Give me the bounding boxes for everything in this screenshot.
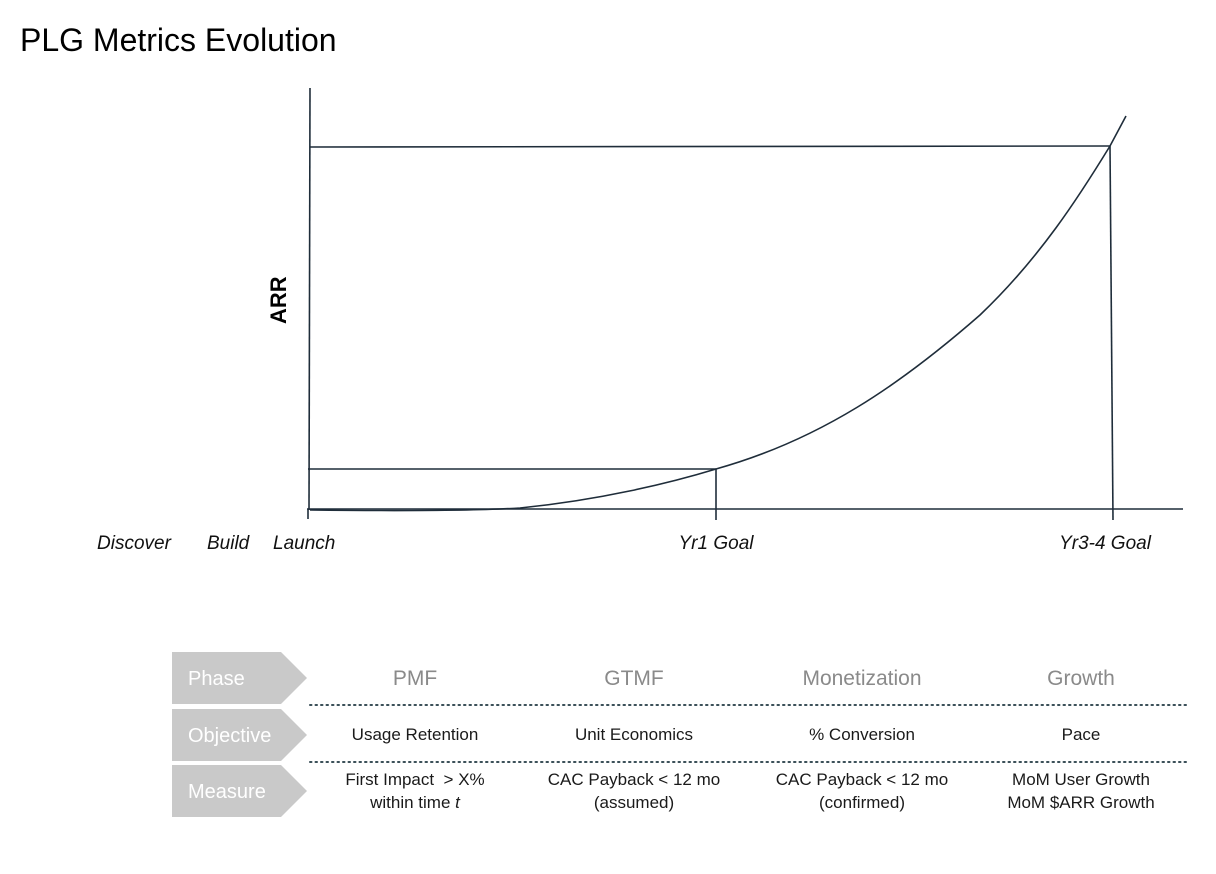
yr3-4-goal-vertical-line bbox=[1109, 145, 1114, 521]
tag-objective bbox=[172, 709, 307, 761]
phase-pmf: PMF bbox=[393, 667, 437, 690]
measure-growth-line2: MoM $ARR Growth bbox=[1007, 793, 1154, 812]
row-label-phase: Phase bbox=[188, 668, 245, 690]
y-axis bbox=[308, 87, 311, 511]
phase-monetization: Monetization bbox=[802, 667, 921, 690]
objective-pmf: Usage Retention bbox=[352, 725, 479, 744]
page-title: PLG Metrics Evolution bbox=[20, 22, 337, 58]
objective-monetization: % Conversion bbox=[809, 725, 915, 744]
yr3-4-goal-horizontal-line bbox=[309, 145, 1111, 148]
tag-phase bbox=[172, 652, 307, 704]
row-label-measure: Measure bbox=[188, 781, 266, 803]
y-axis-label: ARR bbox=[266, 276, 291, 324]
measure-gtmf-line2: (assumed) bbox=[594, 793, 674, 812]
x-label-discover: Discover bbox=[97, 533, 172, 554]
measure-monetization-line1: CAC Payback < 12 mo bbox=[776, 770, 948, 789]
objective-gtmf: Unit Economics bbox=[575, 725, 693, 744]
measure-pmf-line2-var: t bbox=[455, 793, 461, 812]
measure-pmf-line1: First Impact > X% bbox=[345, 770, 484, 789]
objective-growth: Pace bbox=[1062, 725, 1101, 744]
tag-measure bbox=[172, 765, 307, 817]
x-label-build: Build bbox=[207, 533, 251, 554]
x-label-launch: Launch bbox=[273, 533, 335, 554]
x-label-yr1-goal: Yr1 Goal bbox=[679, 533, 755, 554]
measure-growth-line1: MoM User Growth bbox=[1012, 770, 1150, 789]
measure-pmf-line2: within time t bbox=[369, 793, 461, 812]
measure-monetization-line2: (confirmed) bbox=[819, 793, 905, 812]
measure-gtmf-line1: CAC Payback < 12 mo bbox=[548, 770, 720, 789]
x-label-yr3-4-goal: Yr3-4 Goal bbox=[1059, 533, 1152, 554]
row-label-objective: Objective bbox=[188, 725, 271, 747]
arr-growth-curve bbox=[309, 115, 1127, 512]
measure-pmf-line2-prefix: within time bbox=[369, 793, 455, 812]
phase-gtmf: GTMF bbox=[604, 667, 663, 690]
phase-growth: Growth bbox=[1047, 667, 1115, 690]
